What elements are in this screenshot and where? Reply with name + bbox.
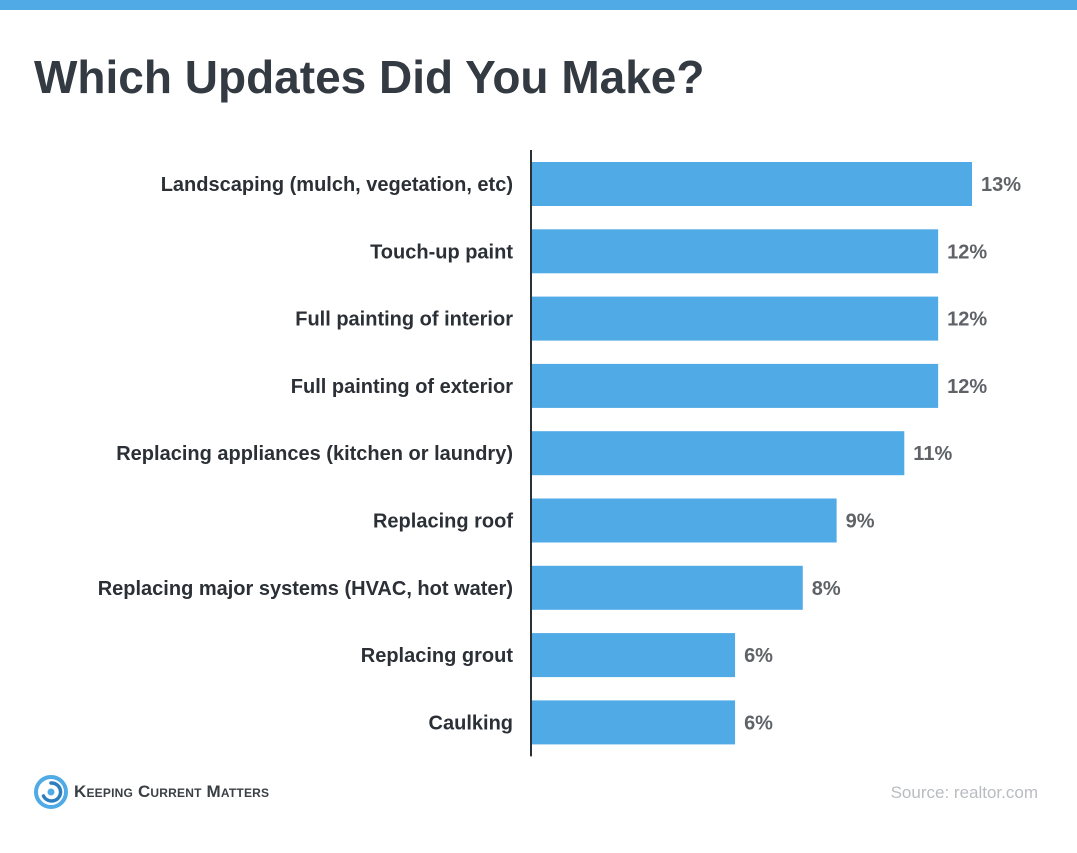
bar [532, 431, 905, 476]
bar [532, 363, 939, 408]
category-label: Replacing major systems (HVAC, hot water… [98, 578, 513, 600]
brand-logo: Keeping Current Matters [34, 775, 269, 809]
bar [532, 565, 803, 610]
value-label: 13% [981, 174, 1021, 196]
category-label: Replacing roof [373, 511, 513, 533]
category-label: Caulking [429, 712, 513, 734]
value-label: 9% [846, 511, 875, 533]
brand-name: Keeping Current Matters [74, 782, 270, 801]
category-label: Landscaping (mulch, vegetation, etc) [161, 174, 513, 196]
bar [532, 498, 837, 543]
value-label: 6% [744, 645, 773, 667]
source-note: Source: realtor.com [890, 783, 1038, 802]
bar [532, 296, 939, 341]
swirl-logo-icon [34, 775, 68, 809]
value-label: 12% [947, 241, 987, 263]
bar [532, 633, 736, 678]
value-label: 12% [947, 309, 987, 331]
value-label: 11% [913, 443, 952, 465]
value-label: 8% [812, 578, 841, 600]
chart-title: Which Updates Did You Make? [34, 51, 705, 103]
category-label: Touch-up paint [370, 241, 513, 263]
value-label: 6% [744, 712, 773, 734]
bar [532, 162, 972, 206]
top-accent-bar [0, 0, 1077, 10]
category-label: Replacing grout [361, 645, 514, 667]
category-label: Full painting of exterior [291, 376, 513, 398]
category-label: Replacing appliances (kitchen or laundry… [116, 443, 513, 465]
value-label: 12% [947, 376, 987, 398]
bar [532, 700, 736, 745]
category-label: Full painting of interior [295, 309, 513, 331]
bar [532, 229, 939, 274]
bar-chart: Landscaping (mulch, vegetation, etc) 13% T… [98, 150, 1021, 757]
